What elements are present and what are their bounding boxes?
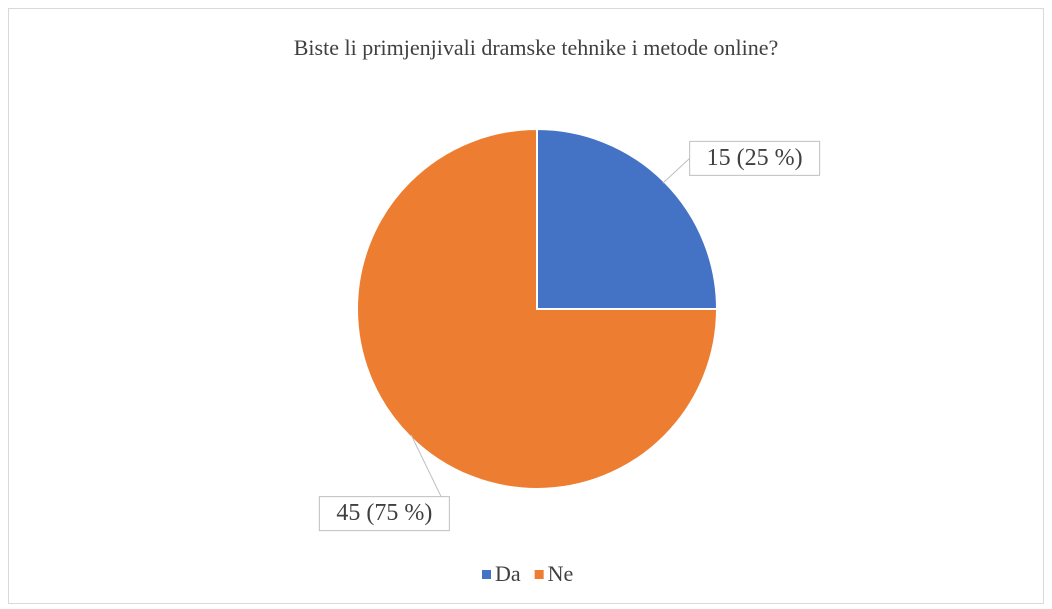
chart-title: Biste li primjenjivali dramske tehnike i… — [294, 35, 779, 60]
leader-line — [662, 157, 690, 184]
legend-swatch — [482, 570, 491, 579]
data-label: 45 (75 %) — [336, 500, 432, 526]
data-label: 15 (25 %) — [707, 145, 803, 171]
legend-label: Ne — [548, 561, 574, 586]
data-label-box — [689, 140, 821, 176]
legend-label: Da — [495, 561, 521, 586]
legend-swatch — [534, 570, 544, 579]
data-label-box — [318, 496, 450, 532]
pie-slice — [356, 127, 719, 490]
